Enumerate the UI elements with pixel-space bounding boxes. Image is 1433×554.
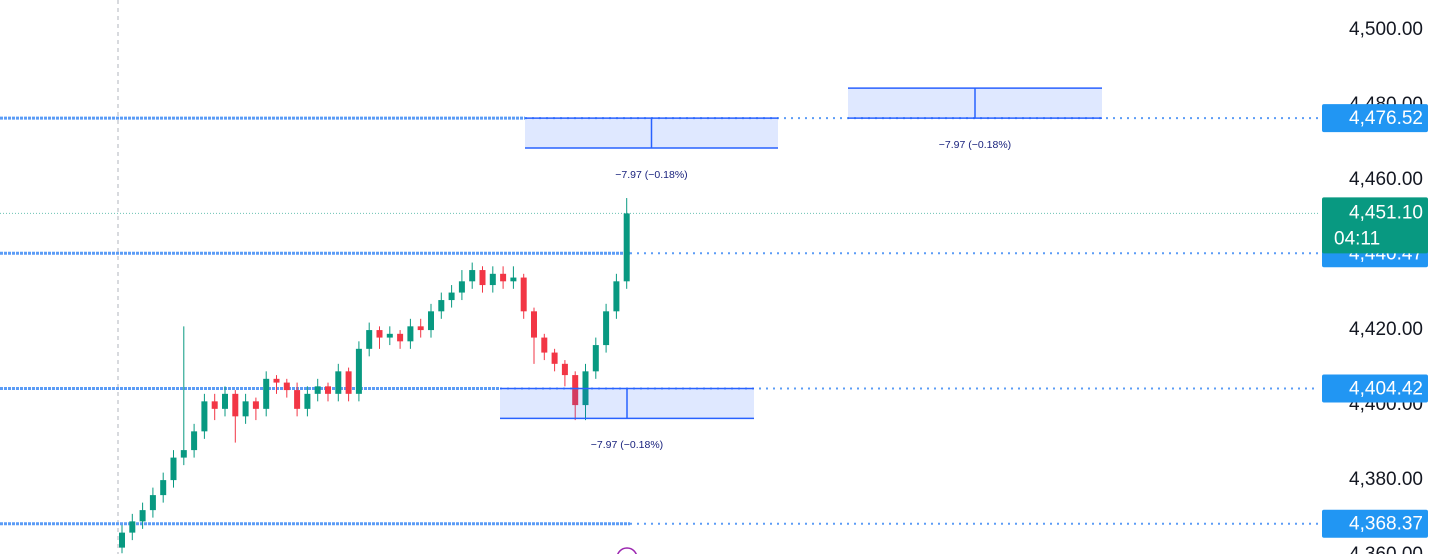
candle-body bbox=[510, 277, 517, 282]
candle-body bbox=[489, 273, 496, 286]
candle-body bbox=[592, 345, 599, 372]
candle-body bbox=[201, 401, 208, 432]
candle-body bbox=[160, 480, 167, 496]
candle-body bbox=[180, 450, 187, 458]
candle-body bbox=[242, 401, 249, 417]
candle-body bbox=[149, 495, 156, 511]
candle-body bbox=[458, 281, 465, 293]
candle-body bbox=[314, 386, 321, 394]
candle-body bbox=[520, 277, 527, 312]
level-tag-label: 4,368.37 bbox=[1349, 514, 1423, 535]
candle-body bbox=[448, 292, 455, 301]
candle-body bbox=[325, 386, 331, 394]
y-tick-label: 4,460.00 bbox=[1349, 169, 1423, 190]
candle-body bbox=[294, 390, 301, 409]
y-tick-label: 4,360.00 bbox=[1349, 544, 1423, 554]
candle-body bbox=[191, 431, 198, 451]
candle-body bbox=[129, 521, 136, 533]
candle-body bbox=[232, 393, 239, 417]
candle-body bbox=[335, 371, 342, 394]
level-tag bbox=[1322, 509, 1428, 538]
candle-body bbox=[397, 333, 404, 342]
last-price-tag bbox=[1322, 197, 1428, 254]
range-label: −7.97 (−0.18%) bbox=[591, 439, 663, 451]
candle-body bbox=[366, 330, 373, 349]
candle-body bbox=[531, 311, 537, 338]
candle-body bbox=[613, 281, 620, 312]
candle-body bbox=[263, 378, 270, 409]
candle-body bbox=[561, 363, 568, 376]
candle-body bbox=[119, 532, 125, 548]
candle-body bbox=[603, 311, 610, 346]
candle-body bbox=[500, 273, 507, 282]
candle-body bbox=[222, 393, 228, 409]
event-icon[interactable] bbox=[617, 547, 637, 554]
candle-body bbox=[469, 270, 476, 282]
candle-body bbox=[345, 371, 352, 394]
candle-body bbox=[417, 326, 424, 331]
range-label: −7.97 (−0.18%) bbox=[939, 139, 1011, 151]
candle-body bbox=[211, 401, 218, 409]
level-tag-label: 4,476.52 bbox=[1349, 108, 1423, 129]
countdown-label: 04:11 bbox=[1334, 228, 1380, 249]
candle-body bbox=[170, 457, 177, 481]
candle-body bbox=[572, 375, 579, 406]
candle-body bbox=[386, 333, 393, 338]
level-tag bbox=[1322, 374, 1428, 403]
candle-body bbox=[479, 270, 486, 286]
level-tag bbox=[1322, 104, 1428, 133]
candle-body bbox=[283, 382, 290, 391]
y-tick-label: 4,500.00 bbox=[1349, 19, 1423, 40]
last-price-label: 4,451.10 bbox=[1349, 202, 1423, 223]
candle-body bbox=[428, 311, 434, 331]
candle-body bbox=[304, 393, 311, 409]
candle-body bbox=[376, 330, 383, 338]
candle-body bbox=[541, 337, 548, 353]
y-tick-label: 4,380.00 bbox=[1349, 469, 1423, 490]
candle-body bbox=[273, 378, 280, 383]
candle-body bbox=[623, 213, 630, 282]
candle-body bbox=[438, 300, 445, 312]
y-tick-label: 4,420.00 bbox=[1349, 319, 1423, 340]
candle-body bbox=[252, 401, 259, 409]
range-label: −7.97 (−0.18%) bbox=[615, 169, 687, 181]
candle-body bbox=[139, 510, 146, 522]
candle-body bbox=[407, 326, 414, 342]
candle-body bbox=[551, 352, 558, 364]
level-tag-label: 4,404.42 bbox=[1349, 379, 1423, 400]
candle-body bbox=[355, 348, 362, 394]
